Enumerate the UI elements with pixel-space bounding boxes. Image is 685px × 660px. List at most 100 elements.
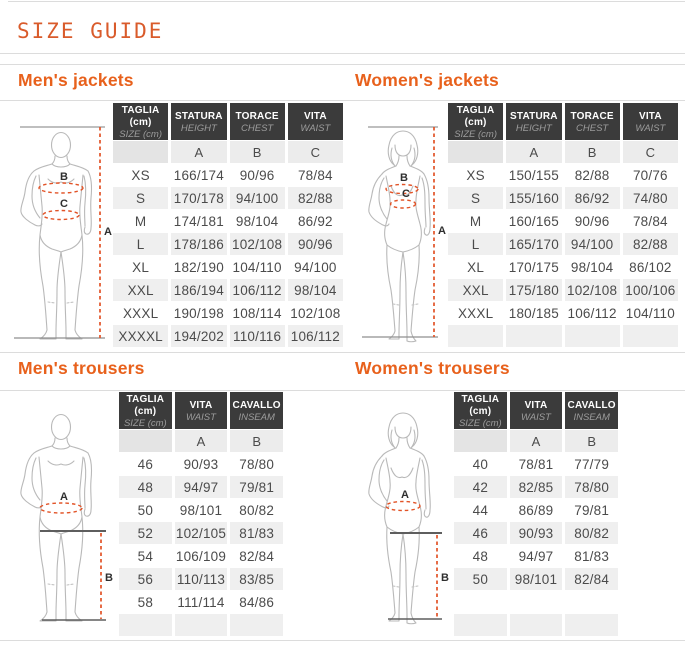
column-header: VITA WAIST <box>622 103 678 140</box>
womens-jacket-figure: A B C <box>362 126 446 343</box>
header-row: TAGLIA (cm) SIZE (cm) VITA WAIST CAVALLO INSE… <box>454 392 618 429</box>
waist-measure-band <box>389 199 417 209</box>
table-row: XL 170/175 98/104 86/102 <box>448 256 678 278</box>
value-cell: 94/100 <box>287 256 343 278</box>
size-table: TAGLIA (cm) SIZE (cm) STATURA HEIGHT TORACE C… <box>445 102 681 348</box>
section-heading-womens-trousers: Women's trousers <box>355 358 510 378</box>
waist-label: A <box>401 489 409 501</box>
value-cell: 78/80 <box>565 476 618 498</box>
value-cell <box>230 614 283 636</box>
size-cell: XS <box>448 164 504 186</box>
table-row: 40 78/81 77/79 <box>454 453 618 475</box>
table-row: L 178/186 102/108 90/96 <box>113 233 343 255</box>
letter-cell: B <box>564 141 620 163</box>
value-cell: 102/108 <box>564 279 620 301</box>
value-cell: 84/86 <box>230 591 283 613</box>
letter-cell <box>119 430 172 452</box>
value-cell: 182/190 <box>171 256 227 278</box>
value-cell: 102/105 <box>174 522 228 544</box>
table-row: 52 102/105 81/83 <box>119 522 283 544</box>
value-cell: 82/88 <box>564 164 620 186</box>
size-cell: 50 <box>454 568 507 590</box>
size-cell: XS <box>113 164 169 186</box>
value-cell <box>565 591 618 613</box>
value-cell: 81/83 <box>565 545 618 567</box>
value-cell: 82/84 <box>230 545 283 567</box>
value-cell: 110/113 <box>174 568 228 590</box>
size-cell: 48 <box>454 545 507 567</box>
mens-jacket-figure: A B C <box>14 126 112 340</box>
header-row: TAGLIA (cm) SIZE (cm) STATURA HEIGHT TORACE C… <box>448 103 678 140</box>
female-body-outline <box>368 130 431 343</box>
value-cell: 174/181 <box>171 210 227 232</box>
size-cell <box>119 614 172 636</box>
value-cell: 90/93 <box>174 453 228 475</box>
value-cell: 94/97 <box>509 545 563 567</box>
value-cell: 106/112 <box>564 302 620 324</box>
divider <box>0 352 685 353</box>
table-row: 56 110/113 83/85 <box>119 568 283 590</box>
table-row: 46 90/93 78/80 <box>119 453 283 475</box>
waist-label: C <box>60 198 68 210</box>
value-cell: 98/101 <box>174 499 228 521</box>
value-cell: 78/80 <box>230 453 283 475</box>
size-cell: XXXL <box>113 302 169 324</box>
table-row: S 170/178 94/100 82/88 <box>113 187 343 209</box>
column-header: TAGLIA (cm) SIZE (cm) <box>448 103 504 140</box>
mens-jackets-table: TAGLIA (cm) SIZE (cm) STATURA HEIGHT TORACE C… <box>110 102 346 348</box>
value-cell <box>564 325 620 347</box>
size-cell: L <box>113 233 169 255</box>
letter-cell: B <box>229 141 285 163</box>
divider <box>0 100 685 101</box>
value-cell: 80/82 <box>230 499 283 521</box>
value-cell: 111/114 <box>174 591 228 613</box>
table-row: XXL 175/180 102/108 100/106 <box>448 279 678 301</box>
value-cell: 104/110 <box>229 256 285 278</box>
section-heading-womens-jackets: Women's jackets <box>355 70 499 90</box>
value-cell: 98/104 <box>229 210 285 232</box>
value-cell <box>565 614 618 636</box>
womens-jackets-table: TAGLIA (cm) SIZE (cm) STATURA HEIGHT TORACE C… <box>445 102 681 348</box>
table-row: M 174/181 98/104 86/92 <box>113 210 343 232</box>
size-cell: M <box>113 210 169 232</box>
letter-cell: C <box>287 141 343 163</box>
value-cell <box>622 325 678 347</box>
page-title: SIZE GUIDE <box>17 19 164 43</box>
value-cell: 165/170 <box>506 233 562 255</box>
column-header: TAGLIA (cm) SIZE (cm) <box>119 392 172 429</box>
size-cell: 46 <box>119 453 172 475</box>
table-row: XXXL 190/198 108/114 102/108 <box>113 302 343 324</box>
table-row <box>448 325 678 347</box>
womens-trousers-figure: A B <box>368 412 449 625</box>
value-cell <box>509 591 563 613</box>
size-cell: 56 <box>119 568 172 590</box>
value-cell: 86/92 <box>287 210 343 232</box>
value-cell: 82/85 <box>509 476 563 498</box>
size-cell: XXXL <box>448 302 504 324</box>
value-cell: 77/79 <box>565 453 618 475</box>
size-cell: 54 <box>119 545 172 567</box>
value-cell: 90/96 <box>229 164 285 186</box>
male-body-outline <box>20 413 93 622</box>
size-cell: 42 <box>454 476 507 498</box>
value-cell <box>506 325 562 347</box>
column-header: VITA WAIST <box>174 392 228 429</box>
size-cell: 44 <box>454 499 507 521</box>
value-cell: 100/106 <box>622 279 678 301</box>
size-cell <box>454 591 507 613</box>
divider <box>0 53 685 54</box>
jacket-measurements: A B C <box>362 126 446 338</box>
value-cell: 178/186 <box>171 233 227 255</box>
value-cell <box>174 614 228 636</box>
value-cell: 82/84 <box>565 568 618 590</box>
value-cell: 86/89 <box>509 499 563 521</box>
value-cell: 104/110 <box>622 302 678 324</box>
size-cell: 48 <box>119 476 172 498</box>
column-header: STATURA HEIGHT <box>506 103 562 140</box>
table-row: 54 106/109 82/84 <box>119 545 283 567</box>
letter-cell: A <box>171 141 227 163</box>
header-row: TAGLIA (cm) SIZE (cm) VITA WAIST CAVALLO INSE… <box>119 392 283 429</box>
value-cell: 94/100 <box>229 187 285 209</box>
